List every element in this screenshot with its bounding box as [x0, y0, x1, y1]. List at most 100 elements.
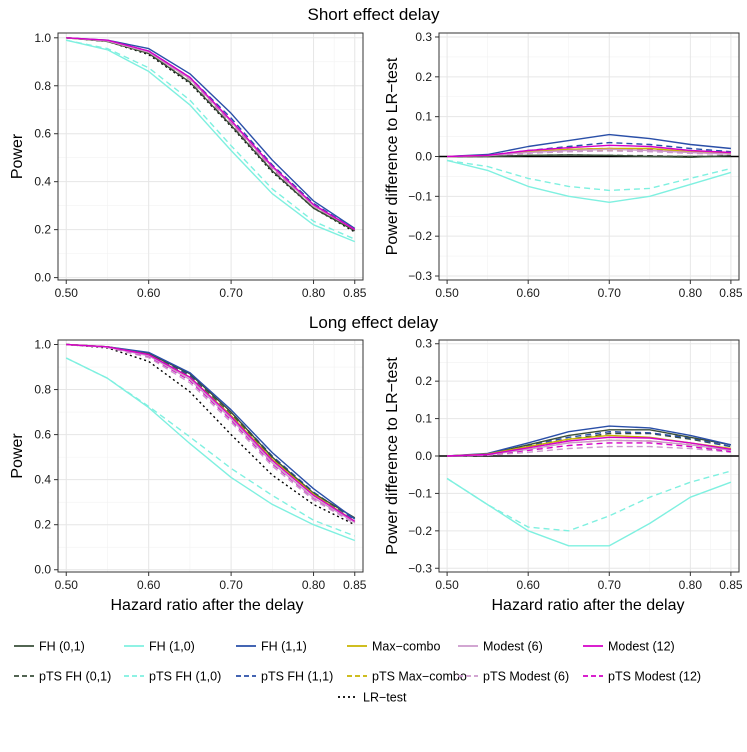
x-tick-label: 0.70: [598, 286, 622, 300]
y-tick-label: −0.2: [408, 524, 432, 538]
legend-item-modest-12: Modest (12): [583, 640, 675, 654]
series-modest-12: [447, 144, 731, 158]
x-tick-label: 0.70: [598, 578, 622, 592]
series-fh-1-0: [65, 357, 356, 542]
series-pts-fh-1-1: [447, 431, 732, 457]
x-tick-label: 0.80: [679, 286, 703, 300]
y-tick-label: 0.6: [34, 428, 51, 442]
series-modest-12: [66, 343, 356, 522]
y-tick-label: −0.3: [408, 269, 432, 283]
xlabel-left: Hazard ratio after the delay: [111, 597, 304, 614]
series-modest-6: [66, 37, 356, 231]
legend-item-fh-1-0: FH (1,0): [124, 640, 195, 654]
x-tick-label: 0.50: [55, 578, 79, 592]
x-tick-label: 0.60: [517, 578, 541, 592]
panel-long-diff: 0.50 0.60 0.70 0.80 0.85 −0.3 −0.2 −0.1 0.0 0.1 0.…: [384, 337, 743, 592]
y-tick-label: 0.8: [34, 383, 51, 397]
y-tick-label: 0.0: [34, 271, 51, 285]
y-tick-label: 0.3: [415, 337, 432, 351]
y-tick-label: 0.2: [34, 223, 51, 237]
legend-label: LR−test: [363, 691, 407, 705]
series-fh-1-0: [446, 477, 732, 547]
panel-long-power: 0.50 0.60 0.70 0.80 0.85 0.0 0.2 0.4 0.6 0.8 1.0 Po…: [9, 338, 367, 592]
title-short-effect-delay: Short effect delay: [308, 5, 440, 24]
series-pts-modest-6: [447, 445, 731, 457]
y-tick-label: 1.0: [34, 31, 51, 45]
series-modest-12: [447, 436, 732, 457]
y-tick-label: 0.8: [34, 79, 51, 93]
legend: FH (0,1) FH (1,0) FH (1,1) Max−combo Modest …: [14, 640, 701, 705]
x-tick-label: 0.50: [55, 286, 79, 300]
series-pts-modest-6: [447, 150, 731, 158]
series-pts-modest-12: [447, 442, 731, 457]
title-long-effect-delay: Long effect delay: [309, 313, 439, 332]
legend-label: Max−combo: [372, 640, 440, 654]
series-fh-0-1: [447, 154, 731, 159]
series-pts-fh-1-1: [447, 141, 731, 158]
x-tick-label: 0.70: [219, 578, 243, 592]
x-tick-label: 0.60: [137, 578, 161, 592]
plot-border: [57, 32, 364, 281]
x-tick-label: 0.80: [302, 286, 326, 300]
y-tick-label: −0.2: [408, 229, 432, 243]
legend-item-modest-6: Modest (6): [458, 640, 543, 654]
series-fh-1-1: [447, 425, 732, 457]
x-tick-label: 0.85: [719, 578, 743, 592]
x-tick-label: 0.85: [343, 286, 367, 300]
series-fh-1-1: [447, 133, 731, 158]
plot-background: [58, 340, 363, 572]
y-tick-label: −0.3: [408, 561, 432, 575]
legend-item-pts-modest-12: pTS Modest (12): [583, 670, 701, 684]
y-axis-title: Power difference to LR−test: [384, 57, 401, 255]
series-lr-test: [66, 343, 356, 526]
legend-item-max-combo: Max−combo: [347, 640, 440, 654]
series-fh-1-0: [66, 39, 356, 243]
plot-border: [438, 32, 740, 281]
y-tick-label: 0.4: [34, 175, 51, 189]
series-pts-fh-1-0: [446, 159, 732, 192]
legend-label: pTS FH (0,1): [39, 670, 111, 684]
legend-item-lr-test: LR−test: [338, 691, 407, 705]
y-axis-title: Power: [9, 433, 26, 479]
legend-label: FH (0,1): [39, 640, 85, 654]
series-modest-12: [66, 37, 356, 231]
legend-label: FH (1,1): [261, 640, 307, 654]
x-tick-label: 0.85: [719, 286, 743, 300]
legend-label: pTS Modest (12): [608, 670, 701, 684]
x-tick-label: 0.80: [679, 578, 703, 592]
x-tick-label: 0.60: [137, 286, 161, 300]
plot-border: [57, 339, 364, 573]
x-tick-label: 0.70: [219, 286, 243, 300]
legend-item-pts-max-combo: pTS Max−combo: [347, 670, 467, 684]
x-tick-label: 0.85: [343, 578, 367, 592]
y-tick-label: 0.6: [34, 127, 51, 141]
x-tick-label: 0.50: [435, 286, 459, 300]
legend-label: FH (1,0): [149, 640, 195, 654]
legend-item-fh-0-1: FH (0,1): [14, 640, 85, 654]
series-pts-fh-0-1: [447, 432, 732, 457]
y-tick-label: 0.2: [34, 518, 51, 532]
series-pts-fh-1-1: [66, 37, 356, 231]
y-tick-label: 0.2: [415, 70, 432, 84]
y-tick-label: 0.0: [415, 150, 432, 164]
panel-short-diff: 0.50 0.60 0.70 0.80 0.85 −0.3 −0.2 −0.1 0.0 0.1 0.…: [384, 30, 743, 300]
y-tick-label: 0.4: [34, 473, 51, 487]
legend-label: pTS FH (1,0): [149, 670, 221, 684]
y-tick-label: 0.3: [415, 30, 432, 44]
y-tick-label: 0.0: [34, 563, 51, 577]
x-tick-label: 0.80: [302, 578, 326, 592]
y-tick-label: 0.1: [415, 110, 432, 124]
legend-label: pTS Modest (6): [483, 670, 569, 684]
series-fh-1-0: [446, 159, 732, 204]
legend-item-pts-modest-6: pTS Modest (6): [458, 670, 569, 684]
legend-item-pts-fh-1-0: pTS FH (1,0): [124, 670, 221, 684]
series-pts-modest-6: [66, 343, 356, 525]
y-tick-label: 0.0: [415, 449, 432, 463]
x-tick-label: 0.50: [435, 578, 459, 592]
y-tick-label: 0.2: [415, 374, 432, 388]
legend-label: Modest (12): [608, 640, 675, 654]
legend-item-fh-1-1: FH (1,1): [236, 640, 307, 654]
series-pts-fh-1-0: [66, 39, 356, 240]
y-tick-label: 1.0: [34, 338, 51, 352]
